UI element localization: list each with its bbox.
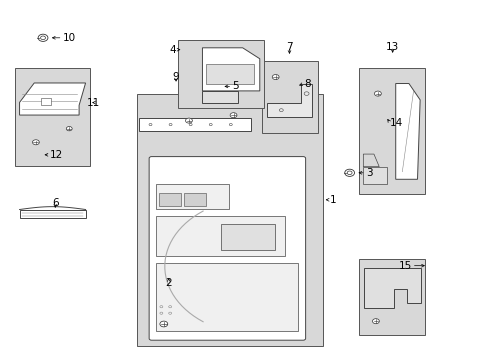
Text: 11: 11: [87, 98, 101, 108]
Polygon shape: [364, 268, 420, 308]
Bar: [184, 193, 205, 206]
Bar: [221, 224, 274, 250]
Text: 1: 1: [329, 195, 336, 205]
Text: 4: 4: [169, 45, 176, 55]
Text: 2: 2: [165, 278, 172, 288]
Polygon shape: [363, 167, 386, 184]
Circle shape: [185, 118, 192, 123]
Circle shape: [272, 75, 279, 80]
Bar: [15, 68, 90, 166]
Polygon shape: [20, 210, 85, 218]
Circle shape: [66, 126, 72, 131]
Bar: [139, 118, 250, 131]
Bar: [156, 216, 285, 256]
Polygon shape: [20, 83, 85, 115]
Text: 3: 3: [365, 168, 372, 178]
Polygon shape: [266, 84, 312, 117]
Polygon shape: [395, 84, 419, 179]
Circle shape: [372, 319, 379, 324]
Bar: [156, 263, 298, 331]
Text: 14: 14: [389, 118, 403, 128]
Circle shape: [344, 169, 354, 176]
Bar: [137, 94, 322, 346]
Bar: [359, 68, 425, 194]
Bar: [156, 184, 229, 209]
Polygon shape: [363, 154, 379, 167]
Bar: [359, 259, 425, 335]
Bar: [41, 98, 51, 105]
Polygon shape: [202, 91, 238, 103]
Text: 6: 6: [52, 198, 59, 208]
Text: 13: 13: [385, 42, 399, 52]
FancyBboxPatch shape: [149, 157, 305, 340]
Circle shape: [32, 140, 39, 145]
Polygon shape: [205, 63, 253, 84]
Circle shape: [230, 113, 237, 118]
Text: 7: 7: [285, 42, 292, 52]
Circle shape: [346, 171, 351, 175]
Text: 15: 15: [398, 261, 411, 271]
Text: 5: 5: [232, 81, 239, 91]
Circle shape: [38, 34, 48, 41]
Circle shape: [374, 91, 381, 96]
Text: 10: 10: [62, 33, 76, 43]
Polygon shape: [202, 48, 259, 91]
Bar: [178, 40, 264, 108]
Text: 8: 8: [304, 78, 310, 89]
Circle shape: [160, 321, 167, 327]
Bar: [261, 61, 317, 133]
Text: 9: 9: [172, 72, 179, 82]
Text: 12: 12: [50, 150, 63, 160]
Bar: [159, 193, 181, 206]
Circle shape: [41, 36, 45, 40]
